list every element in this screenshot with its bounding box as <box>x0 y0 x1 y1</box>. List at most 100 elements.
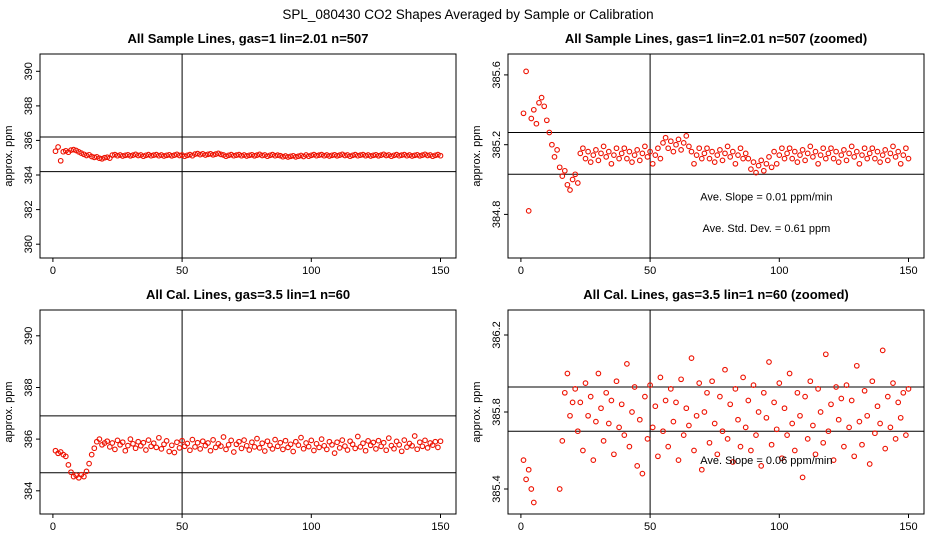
data-point <box>349 152 356 159</box>
data-point <box>698 155 705 162</box>
data-point <box>791 447 798 454</box>
data-point <box>693 152 700 158</box>
data-point <box>533 120 540 127</box>
data-point <box>841 443 847 450</box>
data-point <box>835 416 842 423</box>
subplot-cal-full: All Cal. Lines, gas=3.5 lin=1 n=60 0 50 100… <box>3 287 457 533</box>
data-point <box>406 152 413 158</box>
data-point <box>797 152 803 158</box>
data-point <box>556 164 563 171</box>
data-point <box>742 150 749 157</box>
data-point <box>660 428 666 435</box>
data-point <box>711 159 718 165</box>
data-point <box>161 153 167 159</box>
subplot-title: All Cal. Lines, gas=3.5 lin=1 n=60 (zoom… <box>583 287 849 302</box>
data-point <box>593 418 599 425</box>
data-point <box>843 382 850 388</box>
data-point <box>853 148 860 155</box>
y-axis-title: approx. ppm <box>471 125 483 186</box>
y-tick-label: 384 <box>23 166 35 184</box>
data-point <box>662 134 669 141</box>
data-point <box>274 443 281 450</box>
data-point <box>593 147 599 153</box>
data-point <box>856 418 863 425</box>
data-point <box>647 148 653 155</box>
data-point <box>585 412 591 419</box>
data-point <box>755 162 762 169</box>
data-point <box>665 443 672 450</box>
data-point <box>626 148 633 155</box>
data-point <box>735 152 741 158</box>
x-axis: 0 50 100 150 <box>50 514 450 533</box>
data-point <box>815 386 821 392</box>
data-point <box>779 145 785 152</box>
data-point <box>802 393 808 400</box>
data-point <box>608 397 615 404</box>
data-point <box>696 145 703 152</box>
data-point <box>890 380 896 386</box>
data-point <box>57 157 64 164</box>
data-point <box>388 153 395 160</box>
x-tick-label: 150 <box>899 265 917 277</box>
data-point <box>429 153 436 160</box>
data-point <box>580 447 586 454</box>
data-point <box>419 443 426 450</box>
data-point <box>375 152 382 159</box>
data-point <box>437 438 444 445</box>
data-point <box>750 382 757 388</box>
data-point <box>414 151 421 158</box>
data-point <box>585 148 591 155</box>
data-point <box>130 440 136 447</box>
data-point <box>228 437 235 444</box>
data-point <box>649 424 656 431</box>
data-point <box>336 152 343 158</box>
data-point <box>290 152 297 159</box>
data-point <box>256 445 263 451</box>
data-point <box>189 436 196 443</box>
data-point <box>729 148 736 155</box>
data-point <box>701 409 708 415</box>
data-point <box>750 159 757 165</box>
data-point <box>696 380 703 386</box>
data-point <box>280 446 286 453</box>
data-point <box>274 152 281 158</box>
data-point <box>409 153 415 159</box>
data-point <box>874 403 881 410</box>
data-point <box>81 473 87 480</box>
data-point <box>96 155 103 162</box>
data-point <box>758 463 765 469</box>
data-point <box>577 399 584 406</box>
data-point <box>657 155 664 162</box>
data-point <box>272 436 278 443</box>
data-point <box>313 440 320 447</box>
data-point <box>848 397 855 404</box>
annotation-text: Ave. Std. Dev. = 0.61 ppm <box>703 223 831 235</box>
data-point <box>365 438 371 444</box>
y-tick-label: 380 <box>23 235 35 253</box>
data-point <box>822 155 829 162</box>
data-point <box>199 438 206 445</box>
data-point <box>820 439 827 446</box>
data-point <box>706 155 713 162</box>
data-point <box>618 150 625 157</box>
data-point <box>825 428 832 435</box>
data-point <box>117 152 123 158</box>
data-point <box>851 453 858 460</box>
data-point <box>567 412 573 419</box>
x-axis: 0 50 100 150 <box>50 258 450 277</box>
data-point <box>636 416 643 423</box>
data-point <box>218 443 224 449</box>
y-tick-label: 386 <box>23 430 35 448</box>
data-point <box>742 424 749 431</box>
data-point <box>838 395 845 402</box>
data-point <box>869 378 876 385</box>
data-point <box>838 152 845 158</box>
data-point <box>336 445 343 451</box>
data-point <box>647 382 653 388</box>
data-point <box>409 442 415 449</box>
data-point <box>122 447 129 454</box>
data-point <box>424 152 431 159</box>
data-point <box>352 151 359 158</box>
data-point <box>892 436 899 442</box>
data-point <box>435 151 441 158</box>
